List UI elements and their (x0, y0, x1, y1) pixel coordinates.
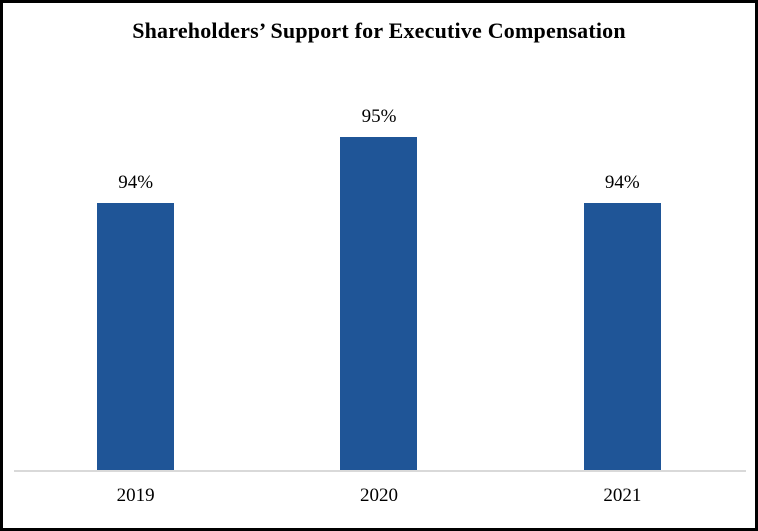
x-axis-line (14, 470, 746, 472)
bar-2020 (340, 137, 418, 470)
x-axis-tick-label: 2019 (116, 485, 155, 506)
plot-area: 94% 95% 94% (14, 70, 744, 470)
x-axis-labels: 2019 2020 2021 (14, 484, 744, 508)
bar-value-label: 94% (604, 172, 640, 193)
bar-group-2020: 95% (257, 70, 500, 470)
bar-2021 (583, 203, 661, 470)
bar-2019 (97, 203, 175, 470)
bar-group-2021: 94% (501, 70, 744, 470)
bar-value-label: 94% (118, 172, 154, 193)
x-axis-tick-label: 2020 (359, 485, 398, 506)
x-axis-tick-label: 2021 (603, 485, 642, 506)
chart-title: Shareholders’ Support for Executive Comp… (132, 18, 626, 43)
bar-value-label: 95% (361, 106, 397, 127)
bar-group-2019: 94% (14, 70, 257, 470)
